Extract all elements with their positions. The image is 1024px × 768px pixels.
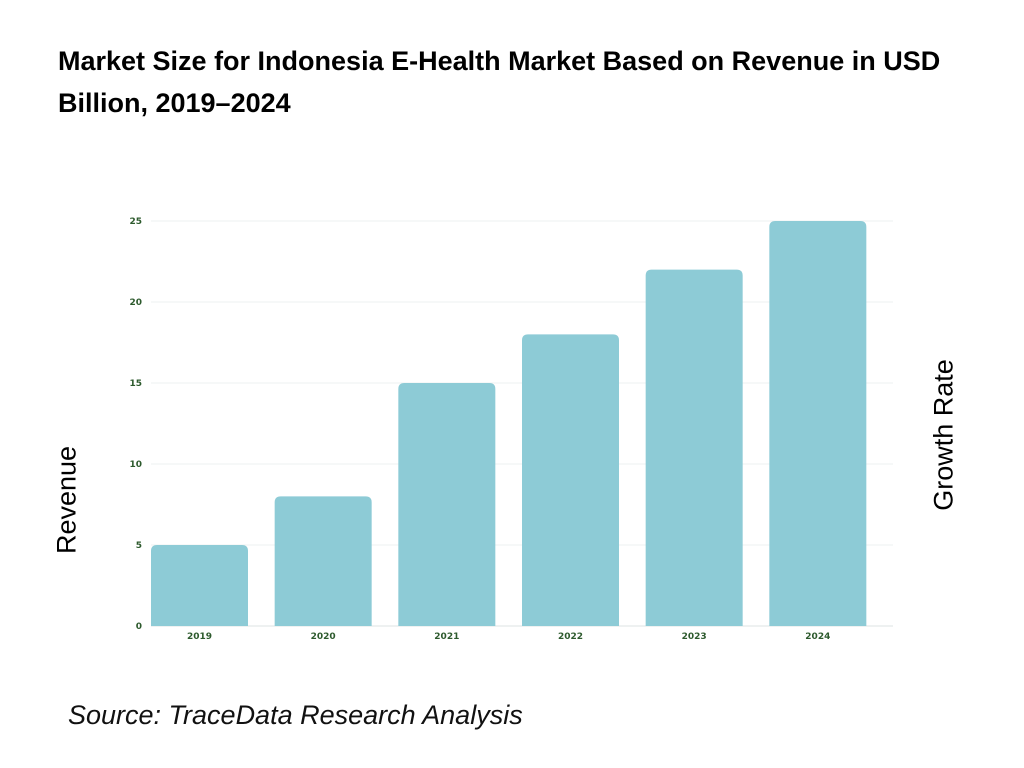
bar-2019 xyxy=(151,545,248,626)
y-tick-label: 5 xyxy=(136,541,142,551)
source-note: Source: TraceData Research Analysis xyxy=(68,700,523,730)
y-tick-label: 0 xyxy=(136,622,142,632)
y-tick-label: 10 xyxy=(129,460,142,470)
x-tick-label: 2019 xyxy=(187,632,212,642)
x-tick-label: 2021 xyxy=(434,632,459,642)
x-tick-label: 2023 xyxy=(682,632,707,642)
bar-2020 xyxy=(274,496,372,626)
bar-2023 xyxy=(645,269,743,626)
y-tick-label: 20 xyxy=(129,298,142,308)
x-tick-label: 2020 xyxy=(311,632,336,642)
bar-2024 xyxy=(769,221,867,626)
chart-title: Market Size for Indonesia E-Health Marke… xyxy=(58,46,941,118)
bar-2021 xyxy=(398,383,496,626)
x-tick-label: 2022 xyxy=(558,632,583,642)
y-tick-label: 15 xyxy=(129,379,142,389)
x-tick-label: 2024 xyxy=(805,632,830,642)
y-tick-label: 25 xyxy=(129,217,142,227)
bar-2022 xyxy=(522,334,619,626)
